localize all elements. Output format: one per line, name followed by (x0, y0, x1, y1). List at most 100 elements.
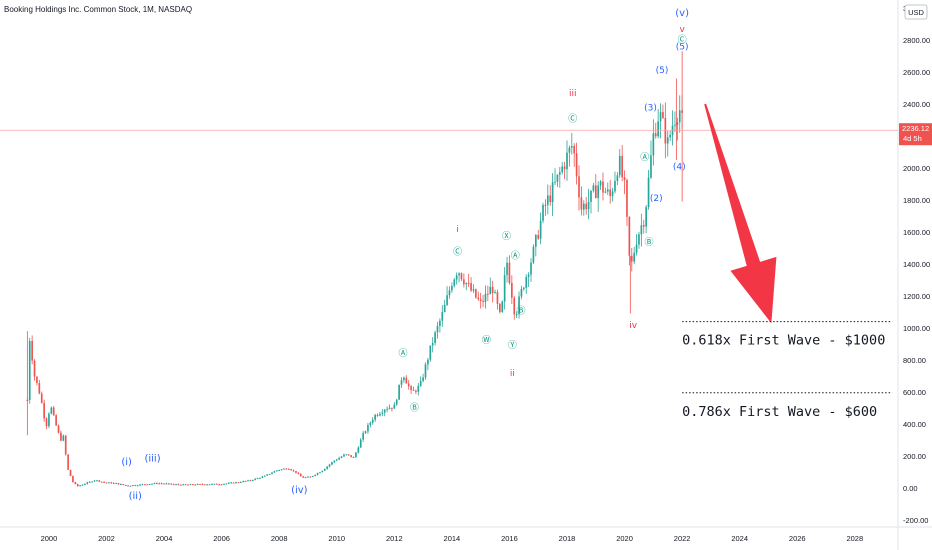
candle-body[interactable] (122, 484, 125, 486)
candle-body[interactable] (604, 191, 607, 193)
candle-body[interactable] (429, 345, 432, 360)
candle-body[interactable] (407, 383, 410, 387)
candle-body[interactable] (657, 121, 659, 137)
candle-body[interactable] (206, 484, 209, 486)
candle-body[interactable] (616, 175, 619, 181)
candle-body[interactable] (105, 482, 108, 484)
candle-body[interactable] (371, 419, 374, 423)
candle-body[interactable] (554, 181, 556, 183)
candle-body[interactable] (316, 473, 319, 475)
candle-body[interactable] (642, 225, 645, 227)
candle-body[interactable] (446, 295, 448, 305)
last-price-tag[interactable] (899, 123, 932, 146)
candle-body[interactable] (215, 483, 218, 485)
candle-body[interactable] (563, 166, 566, 170)
candle-body[interactable] (263, 475, 266, 477)
candle-body[interactable] (652, 133, 655, 156)
candle-body[interactable] (192, 484, 194, 486)
candle-body[interactable] (494, 292, 496, 294)
candle-body[interactable] (55, 415, 57, 426)
candle-body[interactable] (151, 483, 153, 485)
candle-body[interactable] (225, 483, 228, 485)
candle-body[interactable] (292, 470, 295, 472)
candle-body[interactable] (177, 484, 180, 486)
candle-body[interactable] (482, 300, 484, 302)
candle-body[interactable] (81, 484, 84, 486)
candle-body[interactable] (256, 478, 259, 480)
candle-body[interactable] (388, 407, 391, 409)
candle-body[interactable] (74, 482, 77, 485)
candle-body[interactable] (525, 276, 528, 288)
candle-body[interactable] (499, 303, 501, 312)
candle-body[interactable] (299, 473, 302, 477)
candle-body[interactable] (76, 484, 79, 487)
candle-body[interactable] (645, 206, 647, 227)
candle-body[interactable] (115, 482, 117, 484)
candle-body[interactable] (503, 275, 506, 302)
candle-body[interactable] (513, 297, 516, 315)
candle-body[interactable] (640, 225, 643, 235)
candle-body[interactable] (355, 452, 357, 458)
candle-body[interactable] (570, 146, 573, 148)
candle-body[interactable] (439, 320, 441, 327)
candle-body[interactable] (237, 482, 240, 484)
candle-body[interactable] (84, 483, 86, 485)
candle-body[interactable] (614, 180, 616, 192)
candle-body[interactable] (424, 364, 427, 378)
candle-body[interactable] (91, 481, 93, 483)
candle-body[interactable] (678, 110, 681, 123)
candle-body[interactable] (275, 470, 278, 472)
candle-body[interactable] (434, 332, 436, 343)
candle-body[interactable] (180, 484, 182, 486)
candle-body[interactable] (309, 476, 312, 478)
candle-body[interactable] (443, 304, 446, 313)
candle-body[interactable] (38, 383, 41, 394)
candle-body[interactable] (359, 439, 362, 448)
candle-body[interactable] (379, 413, 381, 416)
candle-body[interactable] (491, 286, 494, 294)
candle-body[interactable] (220, 484, 223, 486)
candle-body[interactable] (117, 483, 120, 485)
candle-body[interactable] (261, 476, 264, 478)
candle-body[interactable] (60, 432, 62, 441)
candle-body[interactable] (362, 432, 364, 440)
candle-body[interactable] (522, 287, 525, 289)
candle-body[interactable] (578, 176, 580, 198)
candle-body[interactable] (477, 297, 480, 300)
candle-body[interactable] (153, 483, 156, 485)
candle-body[interactable] (297, 472, 300, 474)
candle-body[interactable] (57, 425, 60, 433)
candle-body[interactable] (451, 285, 453, 291)
candle-body[interactable] (415, 390, 417, 392)
candle-body[interactable] (230, 482, 233, 484)
candle-body[interactable] (530, 262, 532, 275)
candle-body[interactable] (664, 117, 667, 144)
candle-body[interactable] (561, 166, 564, 173)
candle-body[interactable] (160, 483, 163, 485)
candle-body[interactable] (110, 482, 113, 484)
candle-body[interactable] (558, 172, 561, 175)
candle-body[interactable] (314, 474, 317, 476)
candle-body[interactable] (537, 235, 540, 239)
candle-body[interactable] (96, 480, 98, 482)
candle-body[interactable] (331, 462, 333, 465)
candle-body[interactable] (218, 484, 221, 486)
candle-body[interactable] (609, 189, 612, 197)
candle-body[interactable] (395, 399, 398, 405)
candle-body[interactable] (585, 203, 588, 210)
candle-body[interactable] (611, 191, 614, 197)
candle-body[interactable] (551, 182, 554, 203)
candle-body[interactable] (364, 431, 367, 433)
candle-body[interactable] (676, 122, 679, 125)
candle-body[interactable] (621, 155, 624, 178)
candle-body[interactable] (100, 481, 103, 483)
candle-body[interactable] (148, 483, 151, 485)
candle-body[interactable] (307, 476, 309, 478)
candle-body[interactable] (175, 484, 177, 486)
candle-body[interactable] (566, 152, 568, 170)
candle-body[interactable] (273, 471, 276, 473)
candle-body[interactable] (45, 418, 48, 427)
candle-body[interactable] (333, 460, 336, 463)
candle-body[interactable] (72, 476, 74, 483)
